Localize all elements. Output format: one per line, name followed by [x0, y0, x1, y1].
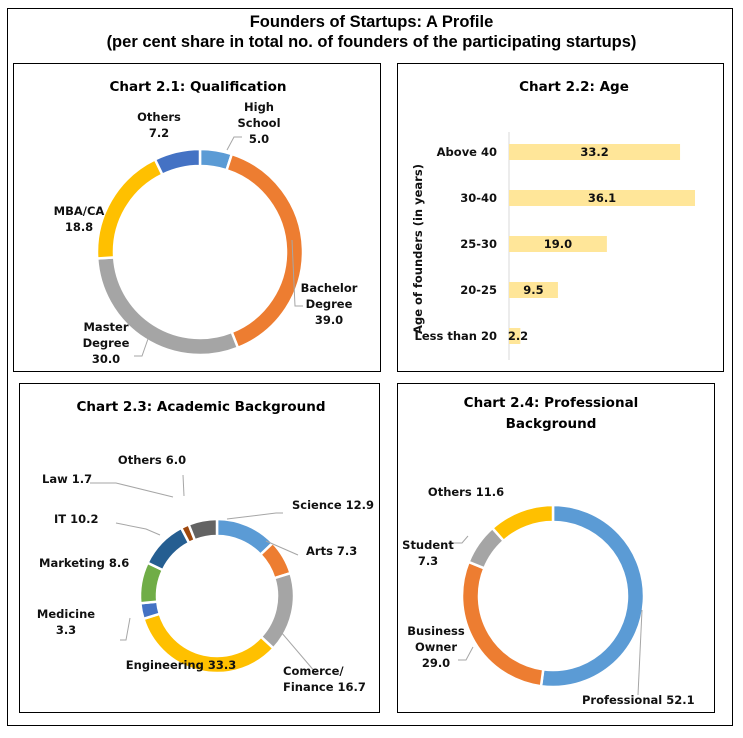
category-label: 30-40 [460, 191, 497, 205]
category-label: 20-25 [460, 283, 497, 297]
data-label-student: Student 7.3 [402, 538, 454, 568]
chart-age: Chart 2.2: Age Age of founders (in years… [411, 79, 695, 360]
leader-line-comerce-finance [280, 631, 317, 674]
data-label-arts: Arts 7.3 [306, 544, 357, 558]
slice-mba-ca [95, 157, 165, 260]
chart-qualification-panel: Chart 2.1: Qualification High School 5.0 Ba… [13, 63, 381, 372]
bar-above-40 [509, 144, 681, 160]
slice-others [153, 147, 202, 177]
data-label-science: Science 12.9 [292, 498, 374, 512]
category-label: Above 40 [437, 145, 497, 159]
value-label: 9.5 [523, 283, 543, 297]
leader-line-law [90, 482, 174, 498]
leader-line-arts [265, 540, 299, 556]
chart-title: Chart 2.2: Age [519, 79, 629, 95]
data-label-marketing: Marketing 8.6 [39, 556, 129, 570]
category-label: 25-30 [460, 237, 497, 251]
chart-professional-panel: Chart 2.4: Professional Background Profe… [397, 383, 715, 713]
slice-it [145, 526, 191, 572]
data-label-others: Others 11.6 [428, 485, 504, 499]
chart-title: Chart 2.1: Qualification [110, 79, 287, 95]
slice-business-owner [460, 560, 545, 688]
slice-bachelor-degree [225, 152, 305, 350]
leader-line-science [226, 512, 283, 520]
chart-age-panel: Chart 2.2: Age Age of founders (in years… [397, 63, 724, 372]
slice-others [490, 503, 555, 543]
chart-professional: Chart 2.4: Professional Background Profe… [402, 395, 695, 707]
data-label-mba-ca: MBA/CA 18.8 [54, 204, 105, 234]
value-label: 36.1 [588, 191, 616, 205]
slice-professional [539, 503, 646, 689]
slice-others [187, 517, 219, 542]
chart-title-line-2: Background [506, 416, 597, 432]
y-axis-label: Age of founders (in years) [411, 164, 425, 334]
chart-title: Chart 2.3: Academic Background [76, 399, 325, 415]
data-label-engineering: Engineering 33.3 [126, 658, 236, 672]
chart-academic-panel: Chart 2.3: Academic Background Science 1… [19, 383, 380, 713]
leader-line-business-owner [458, 646, 474, 661]
page-subtitle: (per cent share in total no. of founders… [106, 33, 637, 51]
data-label-others: Others 7.2 [137, 110, 181, 140]
bar-25-30 [509, 236, 607, 252]
leader-line-medicine [120, 617, 131, 641]
value-label: 33.2 [580, 145, 608, 159]
category-label: Less than 20 [415, 329, 497, 343]
bar-20-25 [509, 282, 558, 298]
leader-line-professional [637, 609, 643, 696]
data-label-high-school: High School 5.0 [237, 100, 280, 146]
data-label-master-degree: Master Degree 30.0 [83, 320, 130, 366]
data-label-medicine: Medicine 3.3 [37, 607, 95, 637]
data-label-professional: Professional 52.1 [582, 693, 695, 707]
leader-line-student [454, 535, 469, 544]
data-label-others: Others 6.0 [118, 453, 186, 467]
leader-line-bachelor-degree [291, 239, 303, 307]
value-label: 19.0 [544, 237, 572, 251]
leader-line-it [115, 522, 161, 536]
figure-frame [7, 8, 733, 726]
data-label-it: IT 10.2 [54, 512, 99, 526]
data-label-bachelor-degree: Bachelor Degree 39.0 [301, 281, 358, 327]
data-label-comerce-finance: Comerce/Finance 16.7 [283, 664, 366, 694]
leader-line-others [182, 474, 185, 497]
chart-title-line-1: Chart 2.4: Professional [464, 395, 639, 411]
value-label: 2.2 [508, 329, 528, 343]
page-title: Founders of Startups: A Profile [249, 13, 494, 31]
data-label-business-owner: Business Owner 29.0 [407, 624, 465, 670]
leader-line-master-degree [134, 335, 150, 357]
bar-30-40 [509, 190, 695, 206]
chart-academic: Chart 2.3: Academic Background Science 1… [37, 399, 374, 694]
chart-qualification: Chart 2.1: Qualification High School 5.0 Ba… [54, 79, 358, 366]
bar-less-than-20 [509, 328, 521, 344]
leader-line-high-school [226, 136, 242, 151]
slice-comerce-finance [259, 571, 296, 651]
data-label-law: Law 1.7 [42, 472, 92, 486]
